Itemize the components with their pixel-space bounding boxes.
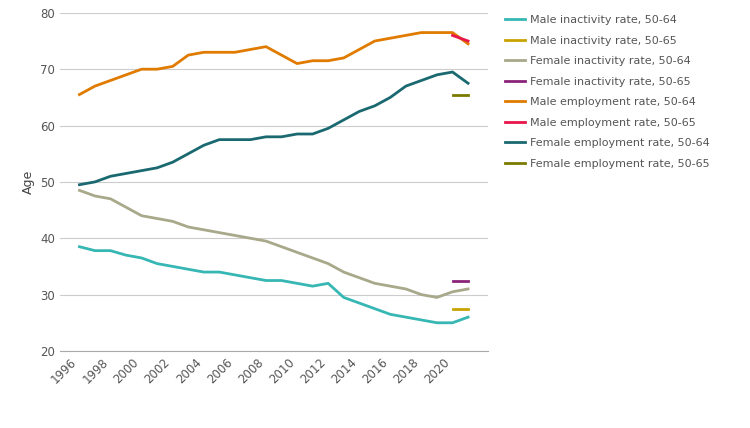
Y-axis label: Age: Age [22,170,34,194]
Legend: Male inactivity rate, 50-64, Male inactivity rate, 50-65, Female inactivity rate: Male inactivity rate, 50-64, Male inacti… [502,12,713,172]
